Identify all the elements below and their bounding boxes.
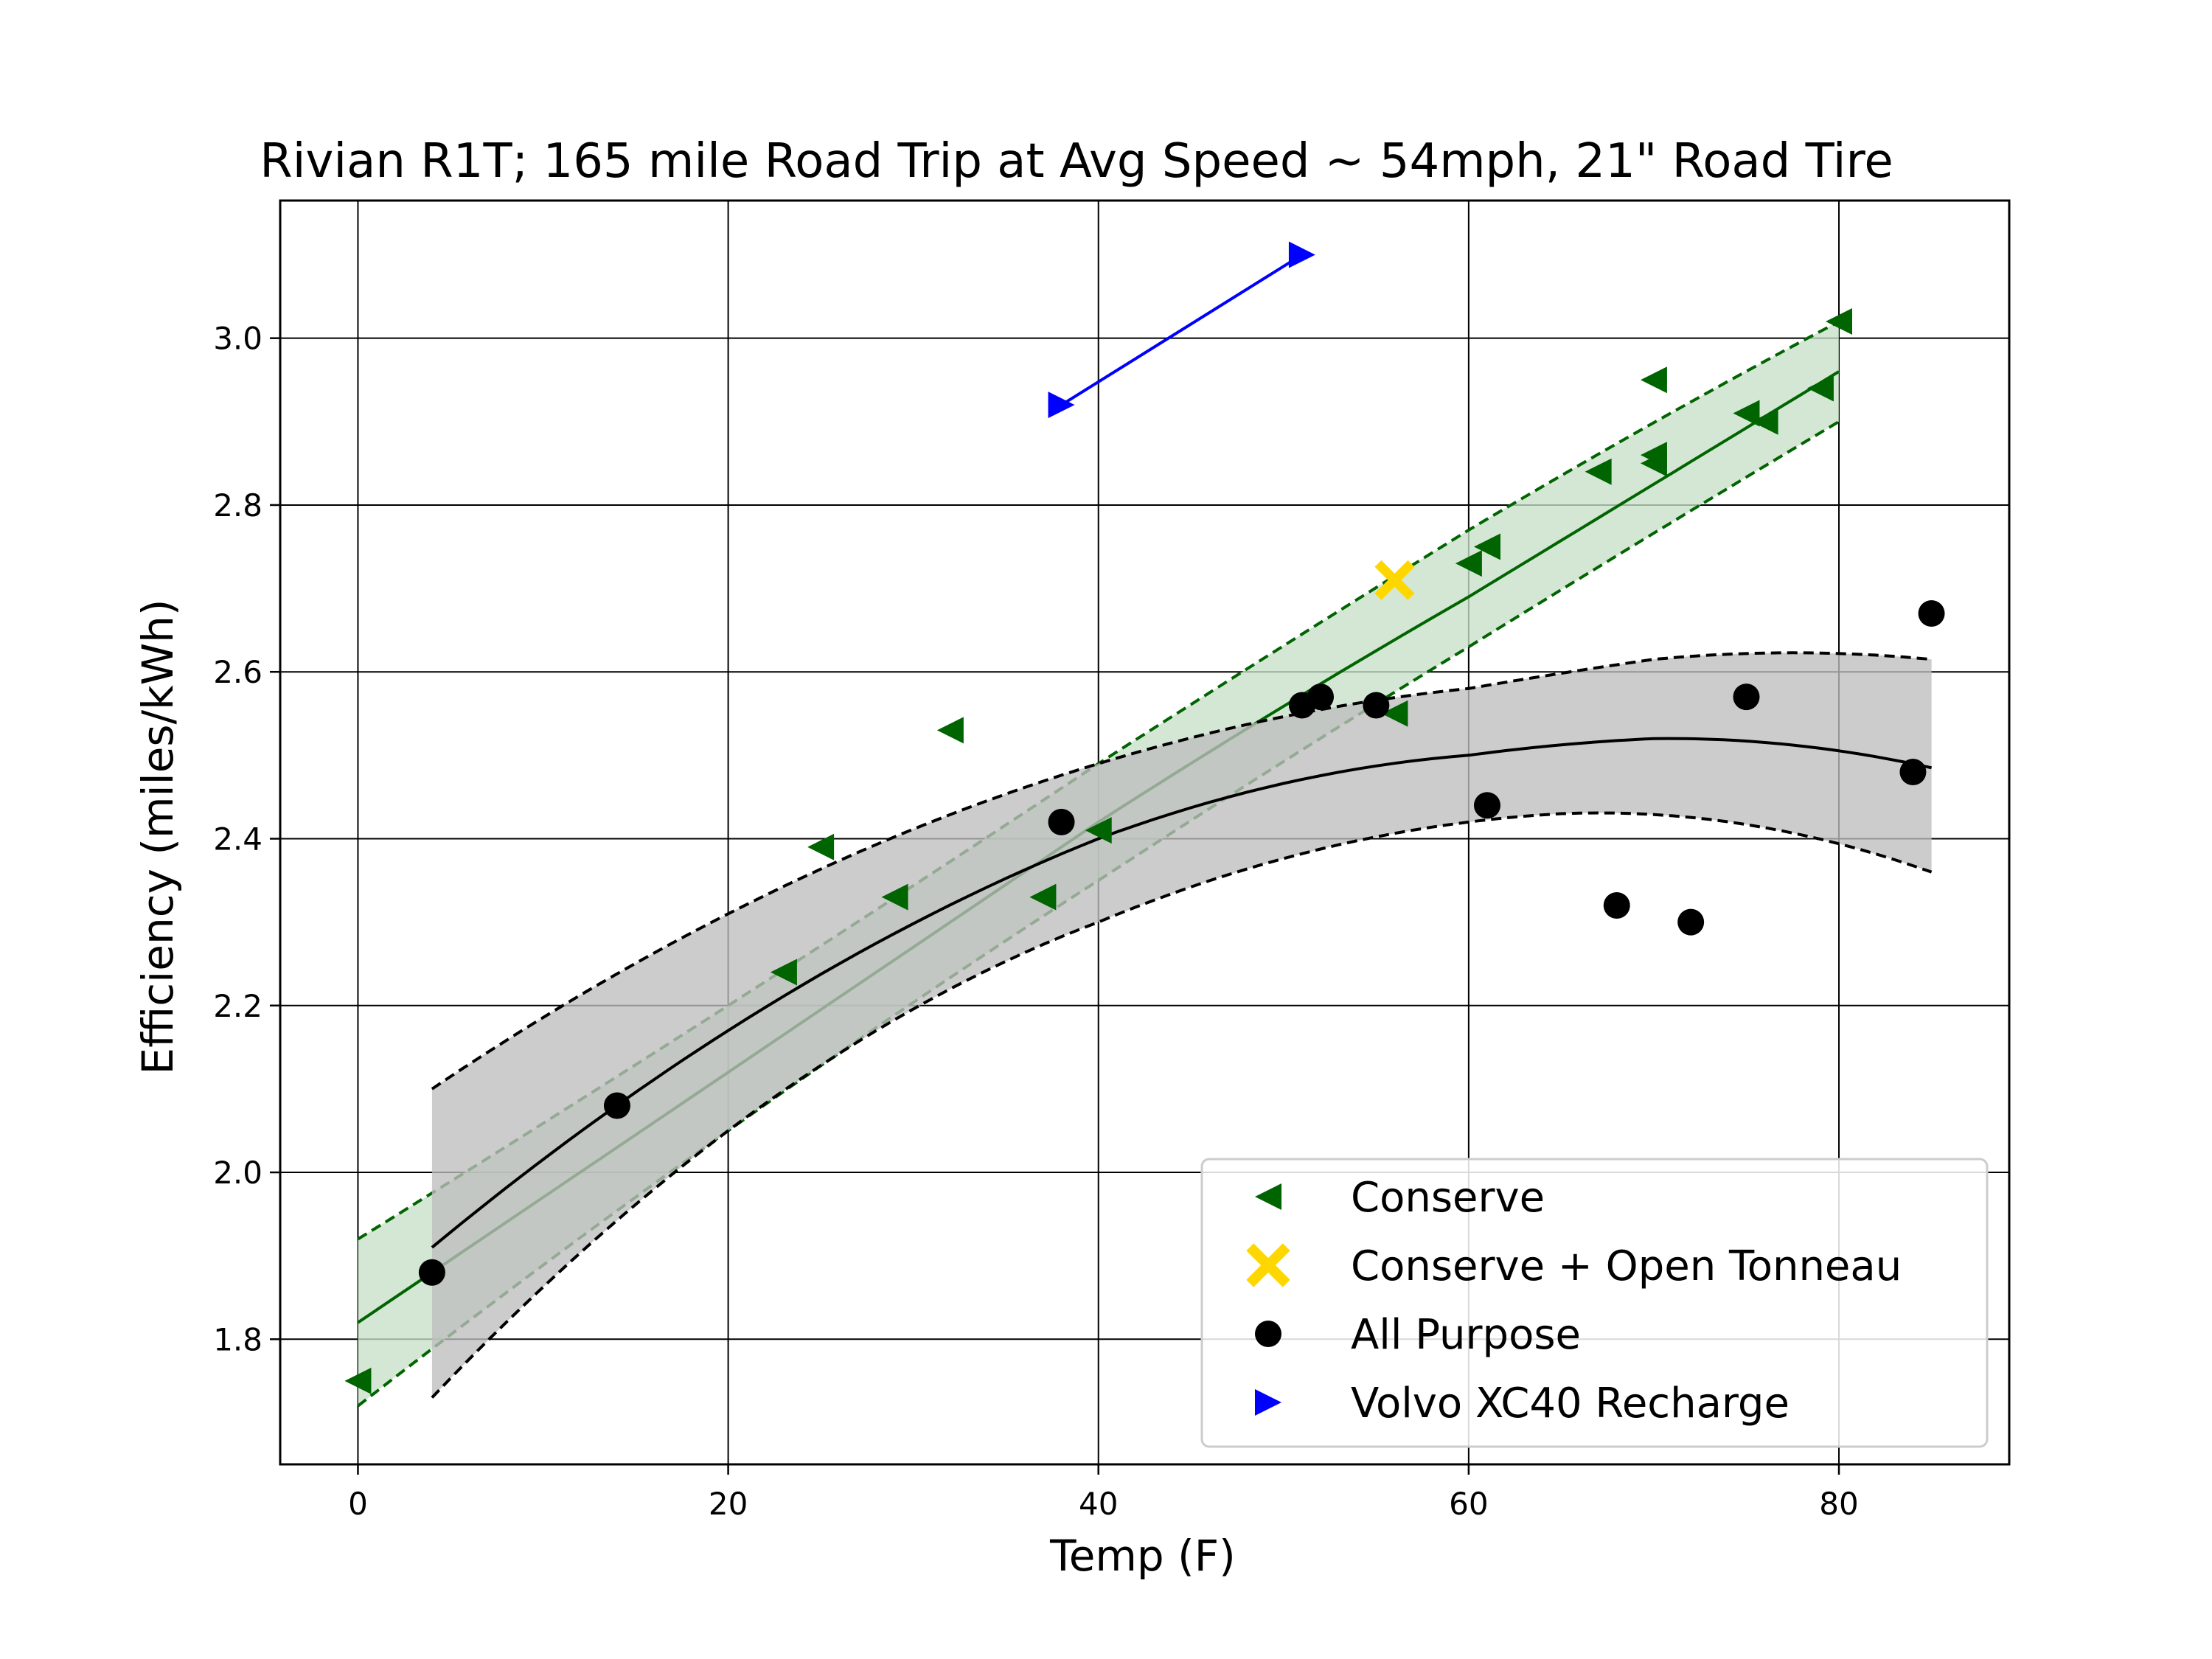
legend-label-all-purpose: All Purpose: [1351, 1311, 1581, 1359]
conserve-point: [770, 959, 797, 986]
legend-box: [1200, 1158, 1989, 1448]
x-tick-label: 80: [1819, 1486, 1858, 1522]
x-axis-label: Temp (F): [1049, 1531, 1236, 1581]
band-lower-line: [431, 811, 1933, 1399]
conserve-point: [1826, 308, 1853, 335]
y-axis-label: Efficiency (miles/kWh): [133, 599, 183, 1075]
all-purpose-point: [1048, 808, 1075, 835]
all-purpose-point: [603, 1092, 630, 1119]
plot-area: 0 20 40 60 801.82.02.22.42.62.83.0ConserveCo…: [213, 199, 2011, 1522]
conserve-open-tonneau-point: [1374, 560, 1415, 600]
conserve-point: [807, 833, 835, 860]
y-tick-label: 2.8: [213, 487, 262, 524]
all-purpose-point: [1733, 684, 1760, 711]
legend-marker-volvo-xc40-recharge: [1255, 1389, 1281, 1416]
all-purpose-point: [1307, 684, 1335, 711]
y-tick-label: 2.0: [213, 1155, 262, 1191]
all-purpose-point: [1603, 891, 1630, 919]
conserve-point: [936, 717, 964, 744]
x-tick-label: 60: [1449, 1486, 1488, 1522]
legend-label-conserve: Conserve: [1351, 1174, 1545, 1222]
y-tick-label: 2.4: [213, 821, 262, 857]
chart-title: Rivian R1T; 165 mile Road Trip at Avg Sp…: [260, 134, 1893, 189]
legend-marker-conserve: [1255, 1183, 1281, 1210]
conserve-point: [1733, 400, 1760, 427]
volvo-xc40-recharge-line: [1060, 253, 1303, 406]
conserve-point: [1473, 533, 1500, 560]
conserve-point: [1806, 375, 1834, 402]
legend-marker-conserve-open-tonneau: [1246, 1243, 1290, 1287]
y-tick-label: 3.0: [213, 321, 262, 357]
all-purpose-point: [1899, 758, 1927, 785]
conserve-point: [881, 883, 908, 911]
conserve-point: [1585, 458, 1612, 485]
all-purpose-point: [1677, 908, 1705, 936]
conserve-point: [344, 1367, 372, 1394]
conserve-point: [1640, 442, 1667, 469]
x-tick-label: 20: [709, 1486, 748, 1522]
conserve-point: [1381, 700, 1408, 727]
legend-label-volvo-xc40-recharge: Volvo XC40 Recharge: [1351, 1380, 1790, 1427]
all-purpose-point: [1363, 692, 1390, 719]
legend-marker-all-purpose: [1255, 1321, 1281, 1347]
conserve-point: [1085, 817, 1112, 844]
all-purpose-point: [1918, 600, 1945, 627]
y-tick-label: 2.2: [213, 988, 262, 1024]
x-tick-label: 40: [1079, 1486, 1118, 1522]
confidence-band: [431, 653, 1932, 1398]
legend-label-conserve-open-tonneau: Conserve + Open Tonneau: [1351, 1242, 1902, 1290]
plot-frame: [279, 199, 2011, 1466]
y-tick-label: 2.6: [213, 654, 262, 690]
band-upper-line: [431, 651, 1932, 1091]
conserve-point: [1455, 550, 1482, 577]
conserve-point: [1640, 366, 1667, 394]
conserve-point: [1029, 883, 1057, 911]
conserve-point: [1751, 408, 1778, 435]
y-tick-label: 1.8: [213, 1321, 262, 1357]
x-tick-label: 0: [348, 1486, 368, 1522]
volvo-xc40-recharge-point: [1048, 392, 1075, 419]
all-purpose-point: [1473, 792, 1500, 819]
fit-line: [431, 737, 1933, 1249]
all-purpose-point: [418, 1259, 445, 1286]
volvo-xc40-recharge-point: [1288, 241, 1315, 268]
legend: Conserve Conserve + Open Tonneau All Purpo…: [1200, 1158, 1989, 1448]
